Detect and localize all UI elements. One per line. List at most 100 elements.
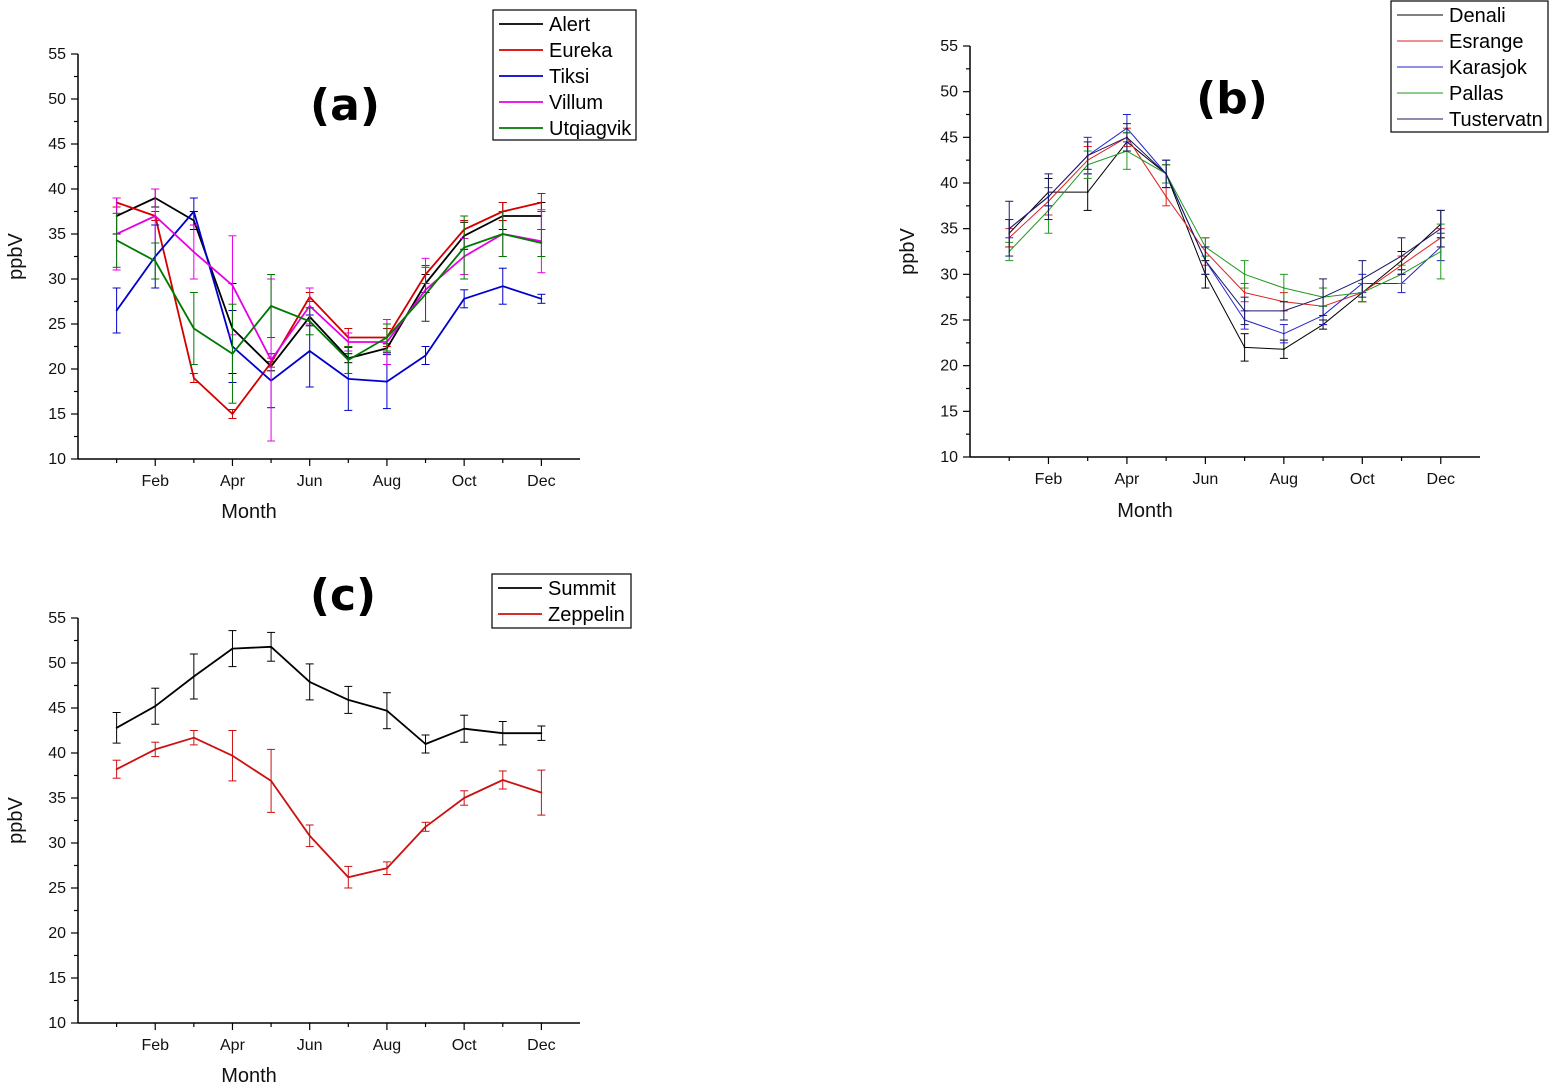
- y-tick-label: 15: [940, 403, 958, 420]
- data-point: [1439, 250, 1442, 253]
- legend-label: Summit: [548, 578, 616, 600]
- data-point: [501, 233, 504, 235]
- data-point: [308, 681, 311, 683]
- data-point: [270, 645, 272, 648]
- data-point: [231, 284, 234, 287]
- data-point: [1086, 191, 1089, 194]
- legend-label: Pallas: [1449, 83, 1503, 105]
- series-summit: [112, 630, 546, 754]
- legend-label: Eureka: [549, 40, 613, 62]
- data-point: [424, 354, 427, 357]
- data-point: [154, 748, 157, 751]
- data-point: [270, 780, 272, 782]
- data-point: [308, 320, 311, 323]
- data-point: [270, 359, 272, 361]
- series-utqiagvik: [112, 211, 546, 404]
- data-point: [154, 215, 157, 217]
- data-point: [1243, 273, 1246, 276]
- data-point: [1243, 309, 1246, 312]
- y-tick-label: 30: [48, 271, 66, 288]
- data-point: [192, 251, 195, 253]
- x-tick-label: Dec: [527, 473, 555, 490]
- data-point: [115, 726, 118, 729]
- x-tick-label: Feb: [1035, 471, 1063, 488]
- series-line: [115, 210, 542, 383]
- series-line: [116, 215, 542, 361]
- data-point: [1400, 255, 1403, 257]
- data-point: [347, 699, 350, 701]
- y-tick-label: 25: [48, 880, 66, 897]
- y-axis-title: ppbV: [897, 227, 919, 274]
- data-point: [540, 791, 543, 794]
- legend-label: Esrange: [1449, 31, 1524, 53]
- y-tick-label: 45: [48, 700, 66, 717]
- data-point: [386, 709, 388, 712]
- y-tick-label: 35: [48, 790, 66, 807]
- x-tick-label: Jun: [297, 1037, 323, 1054]
- x-tick-label: Jun: [1192, 471, 1218, 488]
- y-tick-label: 25: [940, 312, 958, 329]
- series-tiksi: [112, 197, 546, 411]
- y-tick-label: 25: [48, 316, 66, 333]
- data-point: [540, 242, 543, 244]
- y-tick-label: 30: [48, 835, 66, 852]
- data-point: [115, 309, 118, 312]
- x-tick-label: Feb: [141, 1037, 169, 1054]
- x-tick-label: Jun: [297, 473, 323, 490]
- data-point: [424, 825, 427, 828]
- x-tick-label: Aug: [373, 1037, 401, 1054]
- series-line: [1008, 141, 1442, 350]
- legend-label: Tiksi: [549, 66, 589, 88]
- chart-panel-b: 10 15 20 25 30 35 40 45 50 55 Feb Apr Jun Aug Oct Dec Mo…: [897, 0, 1549, 522]
- x-tick-label: Oct: [1350, 471, 1375, 488]
- series-line: [1008, 136, 1442, 312]
- legend-label: Utqiagvik: [549, 118, 632, 140]
- data-point: [501, 732, 504, 735]
- chart-panel-c: 10 15 20 25 30 35 40 45 50 55 Feb Apr Jun Aug Oct Dec Mo…: [5, 570, 632, 1087]
- data-point: [1361, 278, 1364, 280]
- legend-label: Villum: [549, 92, 603, 114]
- data-point: [1204, 259, 1207, 262]
- data-point: [1165, 172, 1168, 175]
- series-alert: [112, 188, 546, 374]
- legend-label: Alert: [549, 14, 591, 36]
- y-tick-label: 40: [48, 745, 66, 762]
- series-zeppelin: [112, 730, 546, 889]
- data-point: [192, 327, 195, 330]
- data-point: [463, 797, 466, 799]
- data-point: [115, 239, 118, 242]
- data-point: [386, 867, 388, 870]
- data-point: [154, 705, 157, 708]
- data-point: [1086, 154, 1089, 157]
- y-tick-label: 40: [940, 175, 958, 192]
- series-tustervatn: [1005, 123, 1445, 326]
- data-point: [154, 260, 157, 262]
- data-point: [1439, 227, 1442, 230]
- legend-label: Tustervatn: [1449, 109, 1543, 131]
- y-tick-label: 15: [48, 970, 66, 987]
- y-tick-label: 20: [940, 358, 958, 375]
- x-axis-title: Month: [1117, 500, 1173, 522]
- legend-label: Denali: [1449, 5, 1506, 27]
- data-point: [1047, 195, 1050, 198]
- y-tick-label: 30: [940, 266, 958, 283]
- data-point: [463, 246, 466, 249]
- legend: Summit Zeppelin: [491, 573, 632, 629]
- legend: Alert Eureka Tiksi Villum Utqiagvik: [492, 9, 637, 141]
- series-line: [116, 736, 542, 879]
- x-tick-label: Dec: [1427, 471, 1455, 488]
- series-line: [1008, 150, 1442, 298]
- data-point: [347, 378, 350, 380]
- panel-label: (b): [1196, 73, 1268, 124]
- x-axis-title: Month: [221, 1065, 277, 1087]
- data-point: [463, 727, 466, 730]
- y-axis-title: ppbV: [5, 232, 27, 279]
- x-tick-label: Apr: [220, 1037, 246, 1054]
- data-point: [308, 834, 311, 837]
- series-pallas: [1005, 132, 1445, 307]
- x-tick-label: Apr: [220, 473, 246, 490]
- data-point: [1243, 346, 1246, 349]
- data-point: [501, 285, 504, 288]
- series-denali: [1005, 132, 1445, 362]
- series-line: [1008, 136, 1442, 307]
